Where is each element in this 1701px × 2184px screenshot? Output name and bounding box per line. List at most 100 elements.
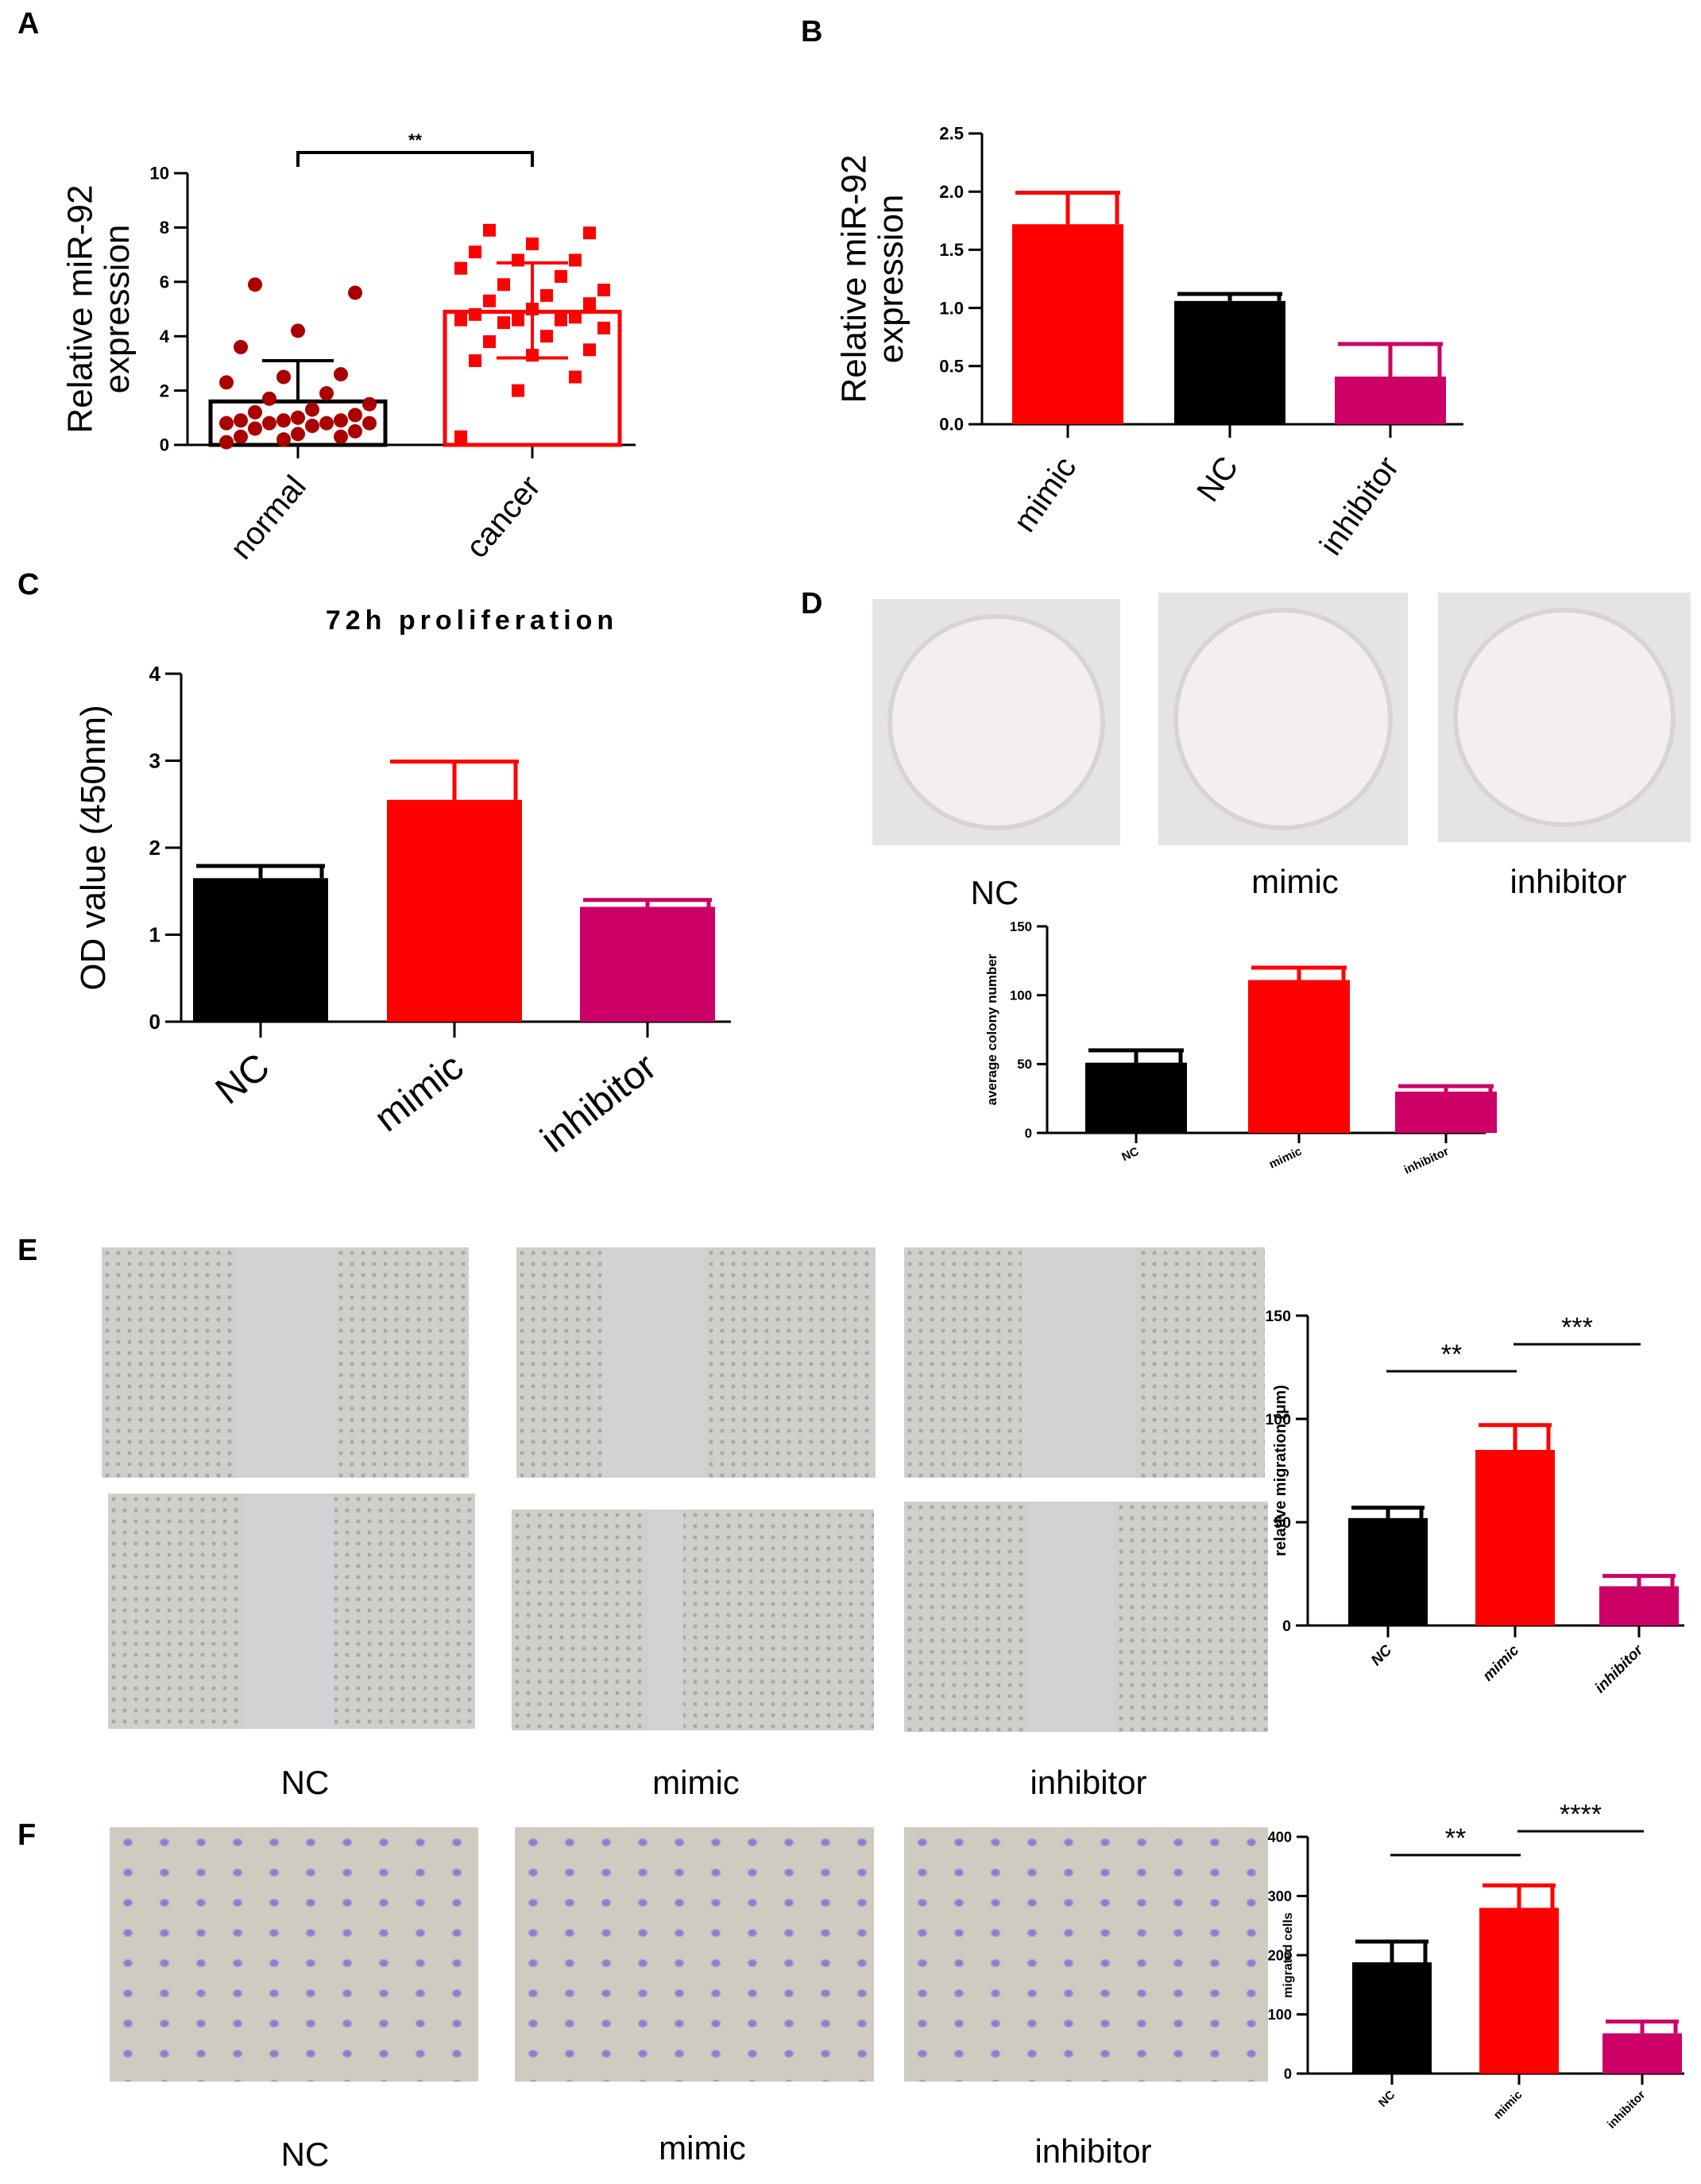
y-tick-label: 2 [160,381,169,400]
data-point-normal [291,410,305,425]
wound-label-mimic: mimic [652,1764,740,1801]
data-point-normal [234,429,248,444]
y-axis-label-line: Relative miR-92 [835,155,874,404]
wound-label-nc: NC [281,1764,330,1801]
data-point-cancer [540,288,553,302]
colony-label-inhibitor: inhibitor [1510,863,1626,900]
y-tick-label: 0.0 [939,415,964,435]
panel-letter-e: E [17,1234,37,1267]
data-point-cancer [583,226,596,240]
y-tick-label: 50 [1017,1057,1032,1072]
data-point-cancer [512,313,524,327]
data-point-cancer [526,303,539,315]
data-point-normal [348,423,362,439]
data-point-cancer [483,335,496,349]
data-point-cancer [483,294,496,307]
bar-inhibitor [580,906,715,1022]
colony-label-mimic: mimic [1251,863,1339,900]
bar-inhibitor [1602,2033,1682,2074]
wound-label-inhibitor: inhibitor [1030,1764,1146,1801]
y-axis-label: Relative miR-92expression [61,185,137,434]
data-point-normal [219,435,234,450]
y-axis-label: average colony number [984,953,999,1105]
x-tick-label-mimic: mimic [1491,2088,1525,2122]
y-axis-label-line: migrated cells [1282,1912,1295,1998]
bar-NC [1085,1062,1187,1133]
y-tick-label: 100 [1265,1411,1291,1428]
data-point-cancer [583,297,596,311]
data-point-normal [334,413,348,428]
y-tick-label: 150 [1265,1308,1291,1325]
y-tick-label: 3 [149,749,160,773]
y-tick-label: 200 [1268,1947,1292,1963]
bar-mimic [1475,1450,1555,1625]
data-point-cancer [469,307,481,321]
y-axis-label: Relative miR-92expression [835,155,910,404]
data-point-cancer [483,223,496,237]
data-point-cancer [454,261,467,275]
data-point-cancer [569,370,582,384]
x-tick-label-NC: NC [208,1046,277,1112]
data-point-cancer [526,349,539,362]
chart-d: 0 50 100 150 average colony number NC mimic inh… [984,919,1497,1177]
data-point-normal [362,416,377,431]
y-tick-label: 400 [1268,1829,1292,1845]
colony-photo-nc [872,599,1120,845]
y-tick-label: 100 [1010,988,1032,1003]
y-tick-label: 100 [1268,2007,1292,2023]
y-tick-label: 50 [1274,1514,1291,1532]
y-tick-label: 10 [149,164,169,184]
data-point-normal [291,427,305,442]
bar-mimic [387,799,522,1022]
x-tick-label-inhibitor: inhibitor [1605,2088,1649,2132]
significance-label: **** [1560,1799,1602,1830]
y-axis-label-line: relative migration (μm) [1272,1385,1289,1556]
data-point-cancer [469,245,481,259]
transwell-photo-mimic [515,1827,874,2082]
chart-e: 0 50 100 150 relative migration (μm) NC mimic i… [1265,1308,1684,1697]
bar-inhibitor [1335,376,1446,424]
panel-letter-c: C [17,568,39,601]
x-tick-label-NC: NC [1376,2088,1398,2109]
y-tick-label: 0 [1025,1126,1032,1141]
chart-b: 0.0 0.5 1.0 1.5 2.0 2.5 Relative miR-92express… [835,124,1463,562]
data-point-normal [248,404,262,419]
data-point-cancer [597,321,610,334]
chart-f: 0 100 200 300 400 migrated cells NC mimic inhibi… [1268,1799,1684,2132]
x-tick-label-inhibitor: inhibitor [533,1046,664,1161]
data-point-normal [305,402,319,417]
y-axis-label-line: average colony number [984,953,999,1105]
x-tick-label-inhibitor: inhibitor [1313,450,1405,562]
data-point-cancer [469,354,481,367]
data-point-normal [248,277,262,292]
wound-photo-nc-24h [108,1494,475,1729]
y-tick-label: 0 [160,435,169,455]
x-tick-label-cancer: cancer [459,470,547,565]
y-tick-label: 4 [149,662,161,686]
y-axis-label-line: OD value (450nm) [74,705,113,990]
x-tick-label-inhibitor: inhibitor [1402,1145,1452,1177]
panel-letter-f: F [17,1819,36,1852]
x-tick-label-NC: NC [1119,1145,1141,1165]
y-tick-label: 2.5 [939,124,964,144]
bar-mimic [1012,224,1123,424]
y-tick-label: 0 [149,1010,160,1034]
panel-letter-d: D [801,587,822,620]
y-tick-label: 6 [160,272,169,292]
x-tick-label-mimic: mimic [1480,1641,1523,1684]
data-point-normal [276,432,291,447]
chart-a: 0 2 4 6 8 10 Relative miR-92expression normal ca… [61,130,636,566]
data-point-cancer [526,237,539,250]
bar-NC [1352,1962,1432,2074]
data-point-cancer [569,311,582,324]
x-tick-label-mimic: mimic [1267,1145,1304,1172]
data-point-cancer [555,313,567,327]
x-tick-label-NC: NC [1190,450,1245,508]
x-tick-label-normal: normal [224,470,313,566]
chart-title: 72h proliferation [326,605,618,636]
data-point-cancer [454,313,467,327]
data-point-normal [319,386,334,401]
x-tick-label-inhibitor: inhibitor [1592,1641,1648,1697]
y-tick-label: 4 [160,327,170,346]
